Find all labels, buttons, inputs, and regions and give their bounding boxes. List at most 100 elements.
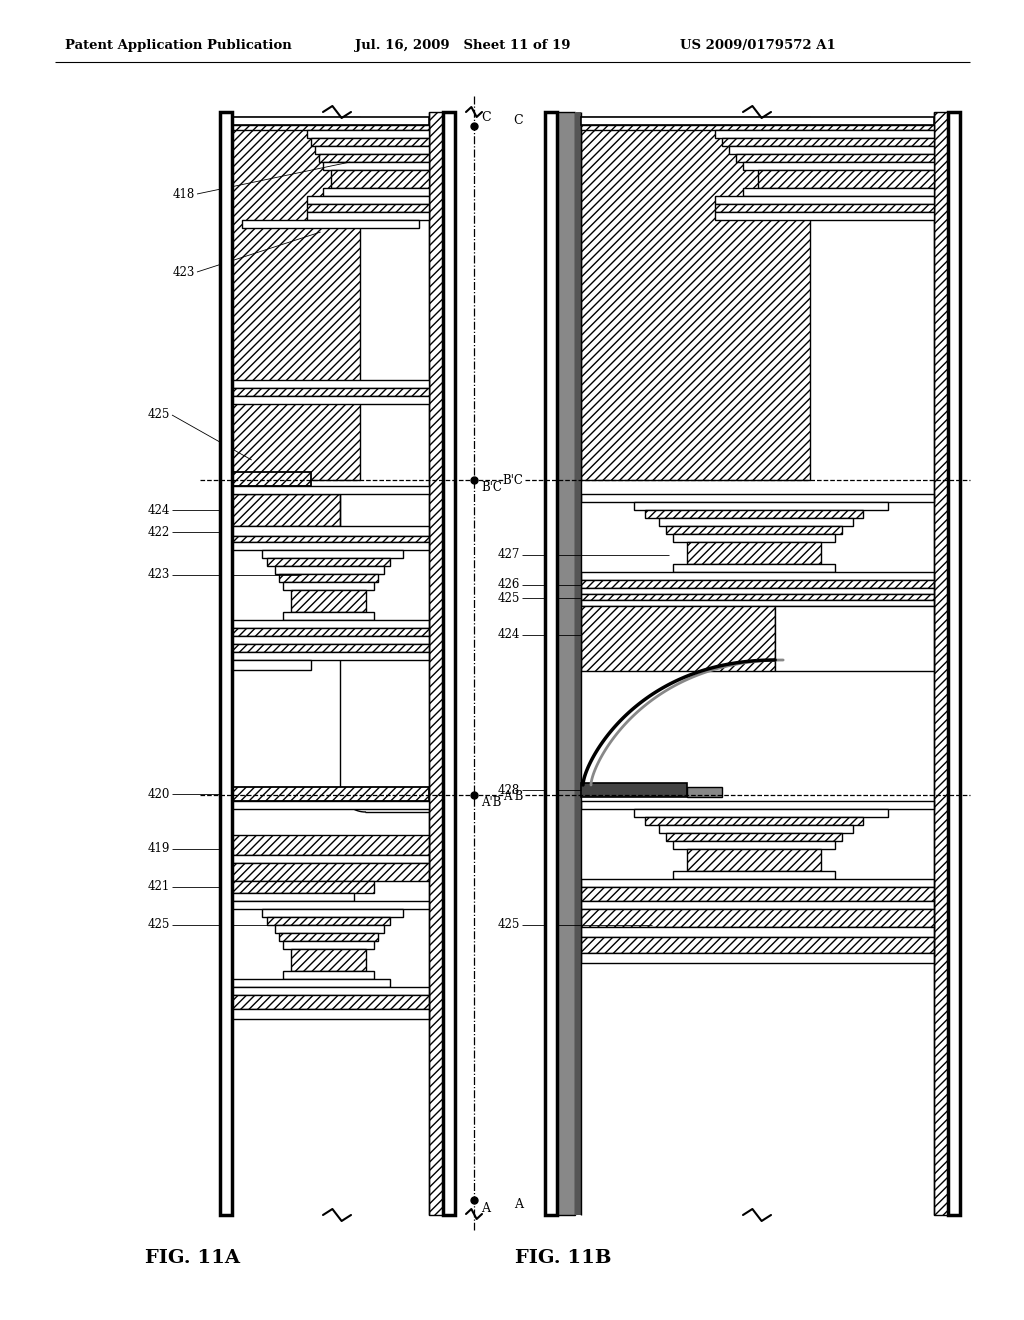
Bar [307,205,429,213]
Bar [232,836,429,855]
Text: 419: 419 [147,842,170,855]
Bar [232,388,429,396]
Bar [275,925,384,933]
Bar [280,933,378,941]
Text: 421: 421 [147,880,170,894]
Bar [715,205,934,213]
Bar [429,112,443,1214]
Bar [232,660,311,671]
Bar [232,995,429,1008]
Bar [557,112,575,1214]
Bar [658,517,853,525]
Bar [644,510,863,517]
Bar [307,195,429,205]
Bar [729,147,934,154]
Text: US 2009/0179572 A1: US 2009/0179572 A1 [680,38,836,51]
Bar [232,536,429,543]
Bar [722,139,934,147]
Text: 424: 424 [498,628,520,642]
Bar [658,825,853,833]
Bar [232,125,429,129]
Bar [581,117,810,480]
Text: 428: 428 [498,784,520,796]
Text: 425: 425 [498,591,520,605]
Bar [581,579,934,587]
Text: A'B: A'B [503,789,523,803]
Bar [232,855,429,863]
Bar [775,606,934,671]
Bar [581,572,934,579]
Bar [581,879,934,887]
Bar [284,612,374,620]
Bar [261,550,403,558]
Bar [715,195,934,205]
Bar [242,220,419,228]
Bar [634,502,888,510]
Bar [743,162,934,170]
Bar [575,112,581,1214]
Bar [581,909,934,927]
Text: A: A [481,1203,490,1214]
Bar [673,564,836,572]
Bar [934,112,948,1214]
Text: 423: 423 [173,265,195,279]
Bar [220,112,232,1214]
Bar [581,117,934,125]
Bar [581,606,775,671]
Bar [443,112,455,1214]
Bar [581,902,934,909]
Bar [232,652,429,660]
Bar [581,594,934,601]
Bar [232,117,429,125]
Bar [666,833,842,841]
Bar [581,587,934,594]
Bar [232,486,429,494]
Bar [545,112,557,1214]
Bar [284,941,374,949]
Text: FIG. 11B: FIG. 11B [515,1249,611,1267]
Bar [232,894,354,902]
Bar [687,543,821,564]
Bar [232,880,374,894]
Bar [232,473,311,486]
Text: A: A [514,1199,523,1212]
Bar [581,927,934,937]
Bar [280,574,378,582]
Bar [261,909,403,917]
Bar [581,601,934,606]
Bar [581,783,687,797]
Bar [232,787,429,801]
Bar [673,535,836,543]
Bar [687,787,722,797]
Bar [307,213,429,220]
Bar [232,494,340,525]
Bar [314,147,429,154]
Bar [581,494,934,502]
Text: Jul. 16, 2009   Sheet 11 of 19: Jul. 16, 2009 Sheet 11 of 19 [355,38,570,51]
Bar [634,809,888,817]
Bar [323,162,429,170]
Bar [307,129,429,139]
Bar [581,887,934,902]
Text: 424: 424 [147,503,170,516]
Text: A'B: A'B [481,796,502,809]
Text: 425: 425 [147,919,170,932]
Bar [311,139,429,147]
Bar [284,972,374,979]
Bar [687,849,821,871]
Bar [581,801,934,809]
Bar [318,154,429,162]
Bar [232,644,429,652]
Bar [232,1008,429,1019]
Text: 420: 420 [147,788,170,800]
Bar [232,979,389,987]
Bar [232,380,429,388]
Text: 426: 426 [498,578,520,591]
Bar [581,937,934,953]
Bar [736,154,934,162]
Bar [743,187,934,195]
Text: 423: 423 [147,569,170,582]
Bar [232,987,429,995]
Bar [275,566,384,574]
Text: 422: 422 [147,525,170,539]
